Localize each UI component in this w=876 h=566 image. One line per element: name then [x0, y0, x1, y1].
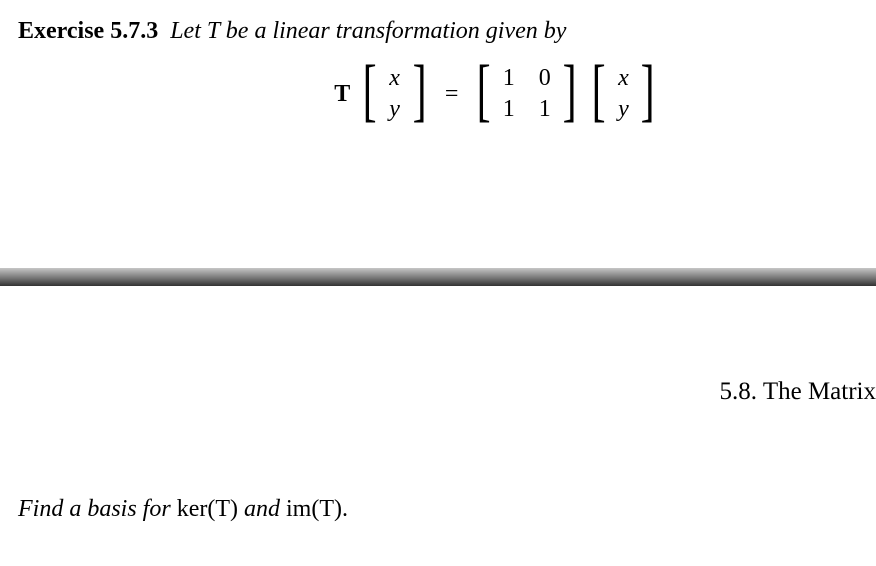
exercise-prompt: Let T be a linear transformation given b… — [170, 18, 566, 44]
input-vector: [ x y ] — [358, 63, 431, 125]
exercise-line: Exercise 5.7.3 Let T be a linear transfo… — [18, 18, 876, 45]
output-vector: [ x y ] — [587, 63, 660, 125]
right-bracket-icon: ] — [641, 61, 655, 121]
ker-op: ker — [177, 496, 208, 522]
right-bracket-icon: ] — [562, 61, 576, 121]
m-r2c1: 1 — [502, 94, 516, 125]
left-bracket-icon: [ — [477, 61, 491, 121]
m-r2c2: 1 — [538, 94, 552, 125]
right-bracket-icon: ] — [412, 61, 426, 121]
m-r1c1: 1 — [502, 63, 516, 94]
task-mid: and — [238, 496, 286, 522]
vec-out-bottom: y — [616, 94, 630, 125]
left-bracket-icon: [ — [363, 61, 377, 121]
m-r1c2: 0 — [538, 63, 552, 94]
vec-in-top: x — [388, 63, 402, 94]
page-divider — [0, 268, 876, 286]
vec-in-bottom: y — [388, 94, 402, 125]
ker-arg: (T) — [207, 496, 238, 522]
matrix: [ 1 0 1 1 ] — [472, 63, 581, 125]
section-heading: 5.8. The Matrix — [720, 378, 876, 406]
equals-sign: = — [445, 81, 459, 108]
vec-out-top: x — [616, 63, 630, 94]
left-bracket-icon: [ — [592, 61, 606, 121]
operator-T: T — [334, 81, 350, 108]
task-line: Find a basis for ker(T) and im(T). — [18, 496, 348, 523]
im-arg: (T). — [311, 496, 348, 522]
im-op: im — [286, 496, 311, 522]
task-pre: Find a basis for — [18, 496, 177, 522]
equation: T [ x y ] = [ 1 0 1 1 — [118, 63, 876, 125]
exercise-number: Exercise 5.7.3 — [18, 18, 158, 44]
